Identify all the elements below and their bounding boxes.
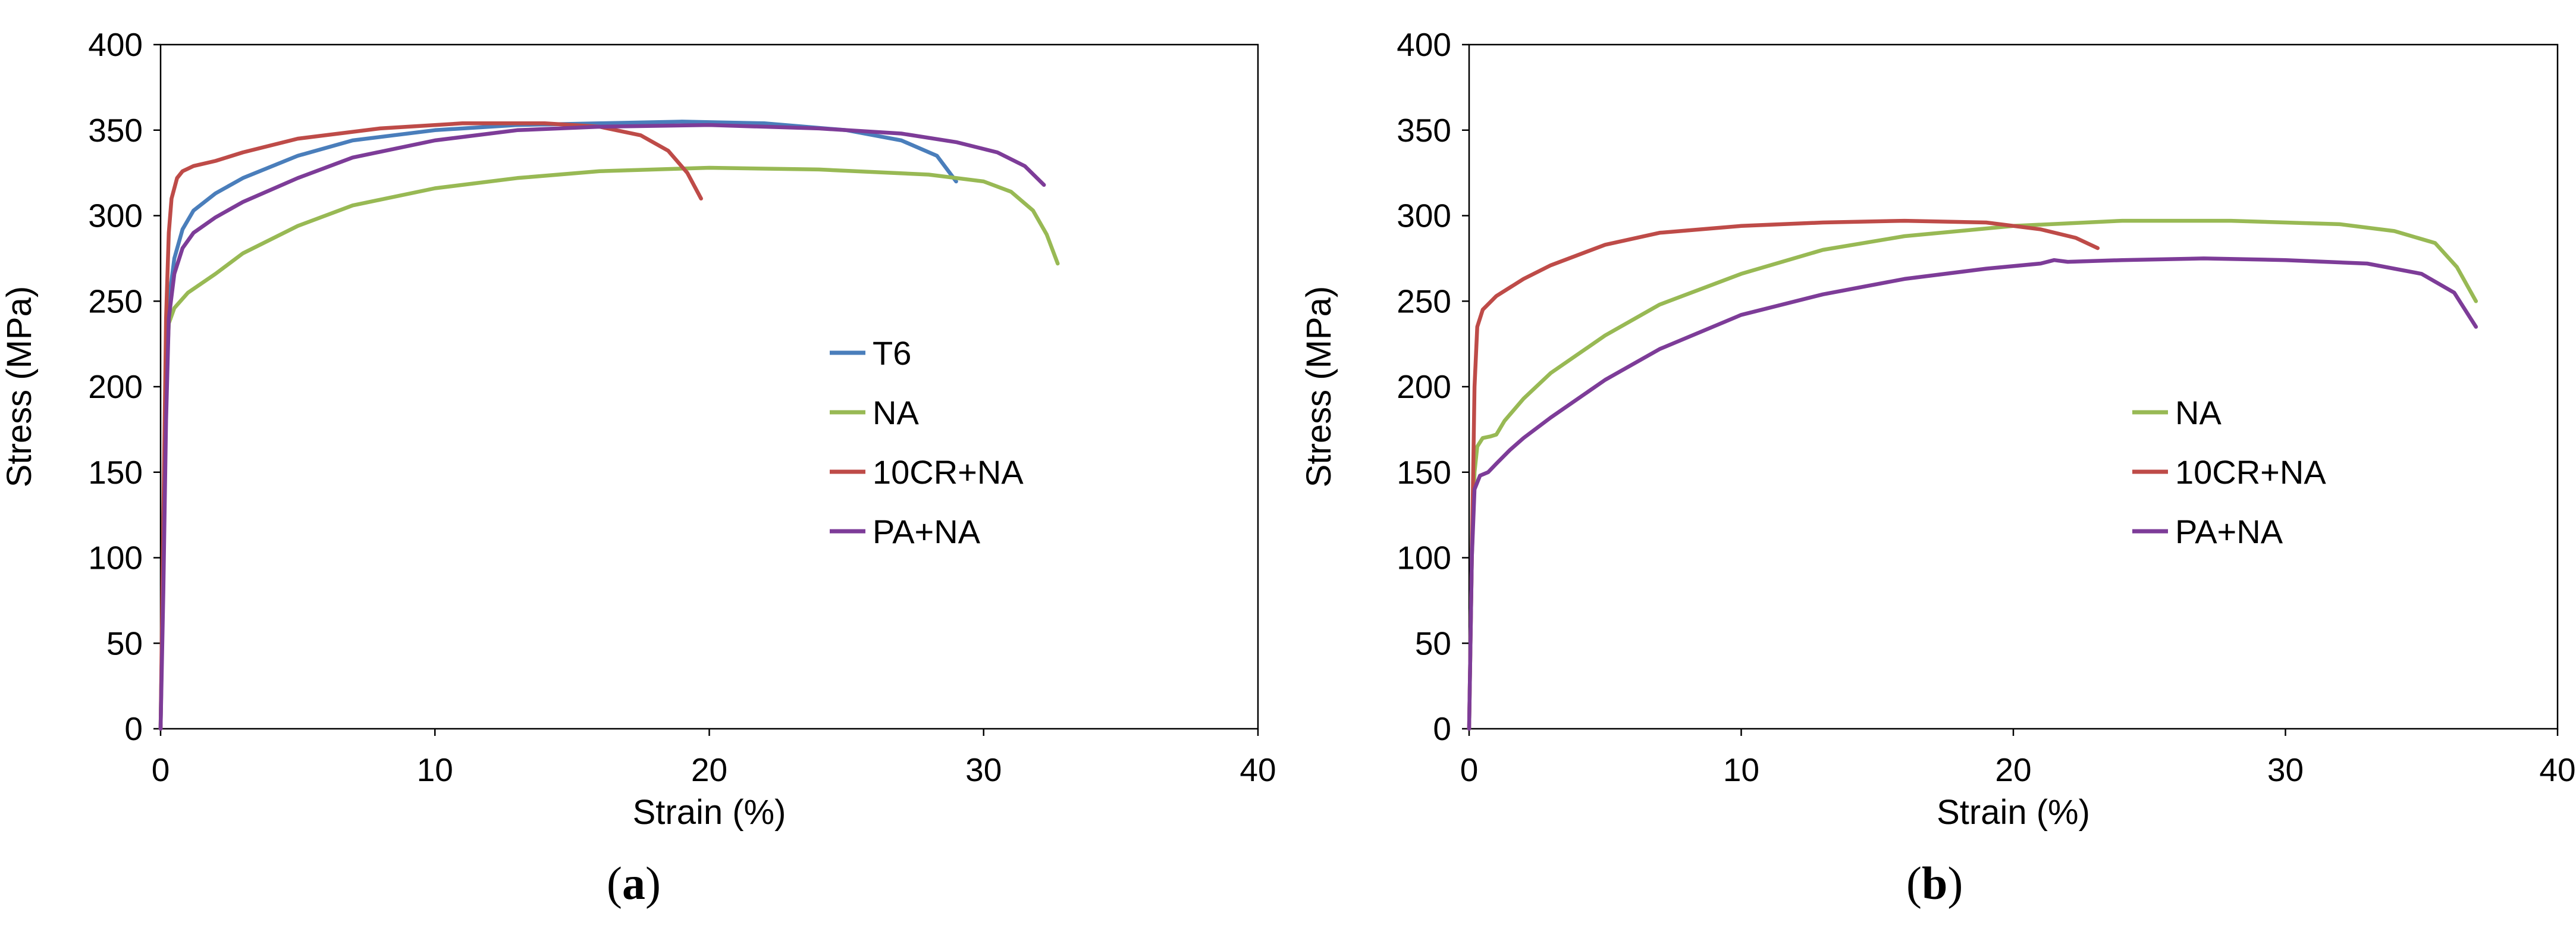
panel-b-ytick-label-50: 50: [1415, 625, 1451, 662]
panel-b-ytick-label-400: 400: [1397, 26, 1451, 63]
chart-panel-b: 0 50 100 150 200 250 300 350 400 0 10 20 30 40 Strain …: [1300, 26, 2576, 832]
panel-b-xtick-label-0: 0: [1460, 751, 1479, 788]
panel-a-ytick-label-300: 300: [88, 198, 143, 234]
panel-a-ytick-label-250: 250: [88, 283, 143, 319]
panel-a-ytick-label-0: 0: [124, 710, 143, 747]
panel-a-ytick-label-400: 400: [88, 26, 143, 63]
caption-b: (b): [1906, 857, 1963, 909]
panel-b-legend-label-na: NA: [2175, 394, 2222, 431]
panel-a-legend-label-pa-na: PA+NA: [873, 513, 981, 550]
panel-b-ytick-label-150: 150: [1397, 454, 1451, 491]
panel-a-xtick-label-40: 40: [1240, 751, 1276, 788]
panel-b-legend-label-10cr-na: 10CR+NA: [2175, 453, 2326, 491]
panel-a-y-axis-title: Stress (MPa): [0, 286, 39, 487]
panel-a-ytick-label-150: 150: [88, 454, 143, 491]
panel-a-legend-label-10cr-na: 10CR+NA: [873, 453, 1024, 491]
panel-b-ytick-label-200: 200: [1397, 368, 1451, 405]
panel-b-y-axis-title: Stress (MPa): [1300, 286, 1338, 487]
panel-b-ytick-label-250: 250: [1397, 283, 1451, 319]
panel-a-series-line-pa-na: [158, 123, 1046, 731]
panel-a-ytick-label-200: 200: [88, 368, 143, 405]
panel-a-ytick-label-100: 100: [88, 540, 143, 576]
panel-b-xtick-label-10: 10: [1723, 751, 1759, 788]
panel-b-series-line-na: [1467, 218, 2478, 731]
panel-a-legend-label-na: NA: [873, 394, 919, 431]
panel-a-series-line-na: [158, 165, 1060, 731]
panel-b-xtick-label-40: 40: [2539, 751, 2575, 788]
panel-a-xtick-label-20: 20: [691, 751, 727, 788]
caption-a-label: a: [622, 857, 645, 909]
panel-b-plot-frame: [1468, 43, 2559, 730]
panel-a-x-axis-title: Strain (%): [633, 793, 786, 832]
caption-b-label: b: [1921, 857, 1948, 909]
panel-b-ytick-label-300: 300: [1397, 198, 1451, 234]
panel-b-series-line-10cr-na: [1467, 218, 2100, 731]
panel-b-legend-label-pa-na: PA+NA: [2175, 513, 2283, 550]
panel-b-series-line-pa-na: [1467, 256, 2478, 731]
panel-b-ytick-label-100: 100: [1397, 540, 1451, 576]
panel-a-ytick-label-50: 50: [106, 625, 143, 662]
panel-a-xtick-label-0: 0: [152, 751, 170, 788]
panel-a-ytick-label-350: 350: [88, 112, 143, 149]
panel-b-ytick-label-350: 350: [1397, 112, 1451, 149]
panel-a-xtick-label-30: 30: [965, 751, 1002, 788]
panel-b-x-axis-title: Strain (%): [1937, 793, 2090, 832]
panel-a-series-line-t6: [158, 120, 958, 731]
panel-a-series-line-10cr-na: [158, 121, 703, 731]
panel-a-legend-label-t6: T6: [873, 334, 911, 372]
panel-b-ytick-label-0: 0: [1433, 710, 1451, 747]
chart-panel-a: 0 50 100 150 200 250 300 350 400 0 10 20 30 40 Strain …: [0, 26, 1276, 832]
panel-a-xtick-label-10: 10: [417, 751, 453, 788]
panel-b-xtick-label-20: 20: [1995, 751, 2031, 788]
caption-a: (a): [607, 857, 661, 909]
panel-b-xtick-label-30: 30: [2267, 751, 2304, 788]
